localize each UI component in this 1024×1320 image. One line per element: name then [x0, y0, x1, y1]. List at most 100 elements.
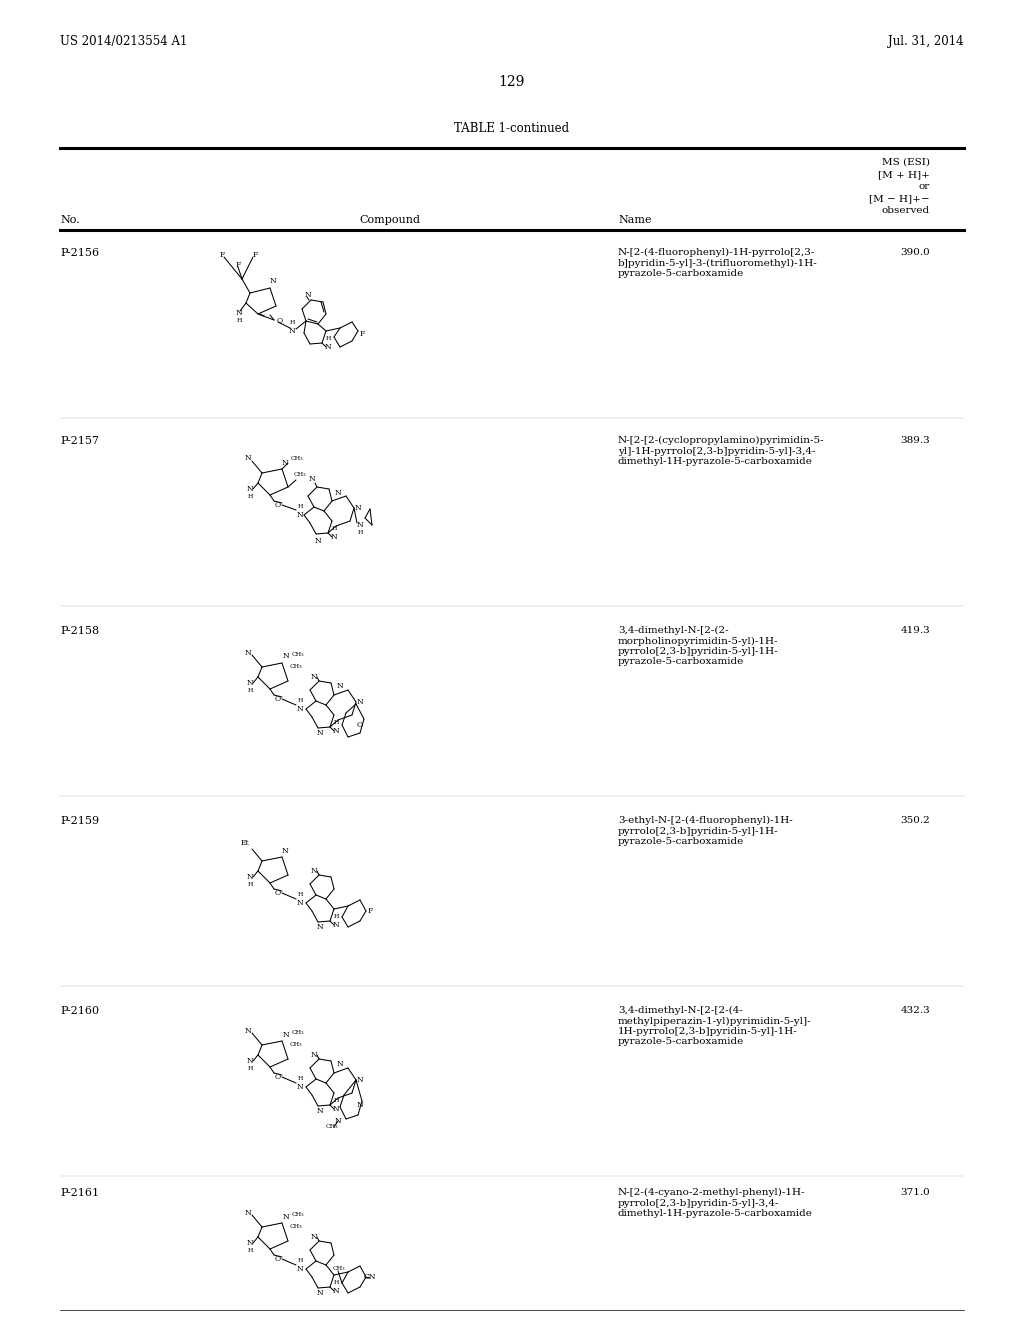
- Text: N: N: [310, 673, 317, 681]
- Text: P-2161: P-2161: [60, 1188, 99, 1199]
- Text: 350.2: 350.2: [900, 816, 930, 825]
- Text: N: N: [325, 343, 332, 351]
- Text: N: N: [247, 484, 253, 492]
- Text: H: H: [334, 1098, 339, 1104]
- Text: H: H: [290, 321, 295, 326]
- Text: 129: 129: [499, 75, 525, 88]
- Text: F: F: [236, 261, 241, 269]
- Text: H: H: [248, 883, 253, 887]
- Text: [M + H]+: [M + H]+: [879, 170, 930, 180]
- Text: 3,4-dimethyl-N-[2-[2-(4-
methylpiperazin-1-yl)pyrimidin-5-yl]-
1H-pyrrolo[2,3-b]: 3,4-dimethyl-N-[2-[2-(4- methylpiperazin…: [618, 1006, 812, 1047]
- Text: N: N: [236, 309, 243, 317]
- Text: N: N: [245, 1209, 251, 1217]
- Text: N: N: [297, 1265, 303, 1272]
- Text: N: N: [356, 1076, 364, 1084]
- Text: H: H: [334, 915, 339, 920]
- Text: N: N: [310, 1233, 317, 1241]
- Text: N: N: [283, 1213, 290, 1221]
- Text: N: N: [356, 1101, 364, 1109]
- Text: MS (ESI): MS (ESI): [882, 158, 930, 168]
- Text: N: N: [297, 511, 303, 519]
- Text: N: N: [247, 1239, 253, 1247]
- Text: CH₃: CH₃: [294, 473, 306, 478]
- Text: N: N: [310, 867, 317, 875]
- Text: P-2158: P-2158: [60, 626, 99, 636]
- Text: N: N: [356, 698, 364, 706]
- Text: CH₃: CH₃: [333, 1266, 345, 1271]
- Text: N: N: [316, 923, 324, 931]
- Text: 389.3: 389.3: [900, 436, 930, 445]
- Text: N: N: [247, 873, 253, 880]
- Text: N: N: [283, 652, 290, 660]
- Text: P-2160: P-2160: [60, 1006, 99, 1016]
- Text: N: N: [245, 454, 251, 462]
- Text: N: N: [333, 921, 339, 929]
- Text: N: N: [356, 521, 364, 529]
- Text: 3-ethyl-N-[2-(4-fluorophenyl)-1H-
pyrrolo[2,3-b]pyridin-5-yl]-1H-
pyrazole-5-car: 3-ethyl-N-[2-(4-fluorophenyl)-1H- pyrrol…: [618, 816, 793, 846]
- Text: N: N: [337, 1060, 343, 1068]
- Text: observed: observed: [882, 206, 930, 215]
- Text: N: N: [316, 1290, 324, 1298]
- Text: N: N: [247, 1057, 253, 1065]
- Text: H: H: [297, 1077, 303, 1081]
- Text: O: O: [274, 1073, 281, 1081]
- Text: N: N: [310, 1051, 317, 1059]
- Text: H: H: [248, 1067, 253, 1072]
- Text: N: N: [316, 729, 324, 737]
- Text: O: O: [274, 888, 281, 898]
- Text: H: H: [332, 527, 337, 532]
- Text: N: N: [335, 1117, 341, 1125]
- Text: US 2014/0213554 A1: US 2014/0213554 A1: [60, 36, 187, 49]
- Text: P-2159: P-2159: [60, 816, 99, 826]
- Text: TABLE 1-continued: TABLE 1-continued: [455, 121, 569, 135]
- Text: H: H: [357, 531, 362, 536]
- Text: H: H: [334, 721, 339, 726]
- Text: N: N: [333, 727, 339, 735]
- Text: Compound: Compound: [359, 215, 421, 224]
- Text: H: H: [297, 892, 303, 898]
- Text: CH₃: CH₃: [290, 1225, 302, 1229]
- Text: N: N: [289, 327, 295, 335]
- Text: CH₃: CH₃: [290, 664, 302, 669]
- Text: P-2157: P-2157: [60, 436, 99, 446]
- Text: N: N: [247, 678, 253, 686]
- Text: H: H: [248, 689, 253, 693]
- Text: O: O: [357, 721, 364, 729]
- Text: H: H: [248, 1249, 253, 1254]
- Text: 371.0: 371.0: [900, 1188, 930, 1197]
- Text: H: H: [334, 1280, 339, 1286]
- Text: N-[2-[2-(cyclopropylamino)pyrimidin-5-
yl]-1H-pyrrolo[2,3-b]pyridin-5-yl]-3,4-
d: N-[2-[2-(cyclopropylamino)pyrimidin-5- y…: [618, 436, 824, 466]
- Text: P-2156: P-2156: [60, 248, 99, 257]
- Text: CN: CN: [364, 1272, 376, 1280]
- Text: CH₃: CH₃: [326, 1125, 338, 1130]
- Text: N: N: [297, 899, 303, 907]
- Text: [M − H]+−: [M − H]+−: [869, 194, 930, 203]
- Text: O: O: [274, 1255, 281, 1263]
- Text: H: H: [237, 318, 242, 323]
- Text: N: N: [335, 488, 341, 498]
- Text: N: N: [269, 277, 276, 285]
- Text: N-[2-(4-fluorophenyl)-1H-pyrrolo[2,3-
b]pyridin-5-yl]-3-(trifluoromethyl)-1H-
py: N-[2-(4-fluorophenyl)-1H-pyrrolo[2,3- b]…: [618, 248, 818, 279]
- Text: Name: Name: [618, 215, 651, 224]
- Text: CH₃: CH₃: [292, 1031, 304, 1035]
- Text: F: F: [368, 907, 373, 915]
- Text: N: N: [297, 705, 303, 713]
- Text: CH₃: CH₃: [292, 1213, 304, 1217]
- Text: N: N: [331, 533, 337, 541]
- Text: N: N: [316, 1107, 324, 1115]
- Text: H: H: [297, 504, 303, 510]
- Text: F: F: [252, 251, 258, 259]
- Text: N: N: [283, 1031, 290, 1039]
- Text: F: F: [359, 330, 365, 338]
- Text: N: N: [297, 1082, 303, 1092]
- Text: N: N: [304, 290, 311, 300]
- Text: N-[2-(4-cyano-2-methyl-phenyl)-1H-
pyrrolo[2,3-b]pyridin-5-yl]-3,4-
dimethyl-1H-: N-[2-(4-cyano-2-methyl-phenyl)-1H- pyrro…: [618, 1188, 813, 1218]
- Text: H: H: [297, 698, 303, 704]
- Text: N: N: [282, 459, 289, 467]
- Text: N: N: [308, 475, 315, 483]
- Text: 390.0: 390.0: [900, 248, 930, 257]
- Text: N: N: [314, 537, 322, 545]
- Text: O: O: [274, 696, 281, 704]
- Text: CH₃: CH₃: [292, 652, 304, 657]
- Text: N: N: [282, 847, 289, 855]
